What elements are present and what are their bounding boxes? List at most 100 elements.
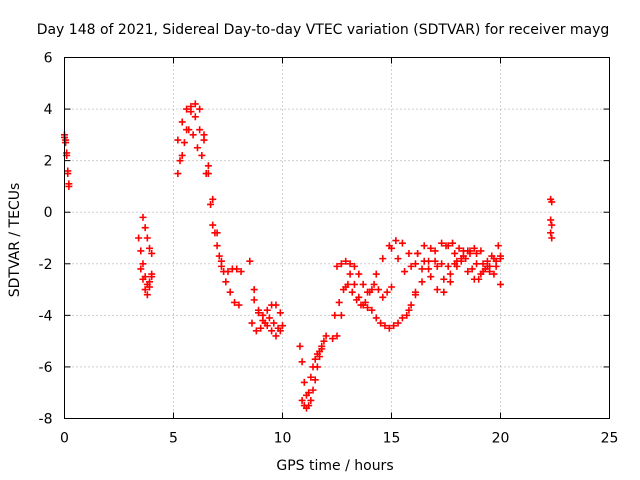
data-point [477, 247, 485, 255]
data-point [468, 265, 476, 273]
data-point [425, 265, 433, 273]
data-point [403, 311, 411, 319]
data-point [191, 113, 199, 121]
data-point [307, 373, 315, 381]
data-point [350, 262, 358, 270]
data-point [263, 322, 271, 330]
data-point [148, 249, 156, 257]
data-point [418, 278, 426, 286]
data-point [235, 301, 243, 309]
series-track-n [298, 345, 326, 412]
x-tick-label: 10 [274, 431, 292, 447]
data-point [309, 363, 317, 371]
data-point [481, 265, 489, 273]
series-track-u [414, 247, 500, 296]
data-point [252, 327, 260, 335]
data-point [141, 224, 149, 232]
data-point [200, 136, 208, 144]
data-point [446, 278, 454, 286]
series-track-i [220, 265, 245, 276]
series-track-q [333, 257, 376, 296]
data-point [265, 314, 273, 322]
data-point [193, 144, 201, 152]
data-point [401, 268, 409, 276]
data-point [488, 252, 496, 260]
data-point [473, 260, 481, 268]
data-point [233, 265, 241, 273]
data-point [453, 262, 461, 270]
data-point [398, 239, 406, 247]
data-point [311, 376, 319, 384]
x-tick-label: 5 [169, 431, 178, 447]
data-point [348, 288, 356, 296]
data-point [237, 268, 245, 276]
data-point [215, 252, 223, 260]
data-point [390, 322, 398, 330]
data-point [388, 244, 395, 252]
data-point [446, 270, 454, 278]
data-point [176, 157, 184, 165]
data-point [420, 257, 428, 265]
y-axis-title: SDTVAR / TECUs [7, 183, 23, 298]
y-tick-label: -8 [39, 412, 53, 428]
data-point [209, 195, 217, 203]
series-track-h [176, 126, 223, 260]
data-point [139, 275, 147, 283]
data-point [276, 327, 284, 335]
data-point [257, 324, 265, 332]
data-point [65, 182, 73, 190]
data-point [309, 386, 317, 394]
data-point [191, 100, 199, 108]
series-track-e [139, 213, 156, 257]
data-point [305, 389, 313, 397]
data-point [379, 255, 387, 263]
data-point [344, 280, 352, 288]
data-point [394, 255, 402, 263]
data-point [187, 102, 195, 110]
data-point [135, 234, 143, 242]
data-point [548, 198, 556, 206]
data-point [143, 291, 151, 299]
data-point [473, 249, 481, 257]
data-point [486, 268, 494, 276]
data-point [217, 257, 225, 265]
data-point [466, 247, 474, 255]
data-point [146, 283, 154, 291]
data-point [331, 311, 339, 319]
data-point [250, 296, 258, 304]
data-point [492, 262, 500, 270]
data-point [405, 306, 413, 314]
data-point [440, 275, 448, 283]
data-point [246, 257, 254, 265]
data-point [548, 234, 556, 242]
x-tick-label: 0 [60, 431, 69, 447]
x-tick-label: 15 [383, 431, 401, 447]
data-point [226, 288, 234, 296]
y-tick-label: -2 [39, 257, 53, 273]
data-point [180, 139, 188, 147]
data-point [298, 396, 306, 404]
data-point [359, 280, 367, 288]
data-point [196, 105, 204, 113]
data-point [427, 244, 435, 252]
data-point [361, 298, 369, 306]
plot-frame [64, 57, 610, 419]
data-point [462, 255, 470, 263]
data-point [318, 345, 326, 353]
data-point [231, 298, 239, 306]
data-point [418, 265, 426, 273]
data-point [209, 221, 217, 229]
data-point [141, 286, 149, 294]
data-point [407, 301, 415, 309]
data-point [350, 280, 358, 288]
y-tick-label: 6 [44, 51, 53, 67]
data-point [385, 324, 393, 332]
chart-title: Day 148 of 2021, Sidereal Day-to-day VTE… [37, 22, 610, 38]
data-point [337, 260, 345, 268]
data-point [394, 319, 402, 327]
data-point [137, 247, 145, 255]
data-point [137, 265, 145, 273]
data-point [276, 309, 284, 317]
data-point [372, 270, 380, 278]
data-point [198, 151, 206, 159]
